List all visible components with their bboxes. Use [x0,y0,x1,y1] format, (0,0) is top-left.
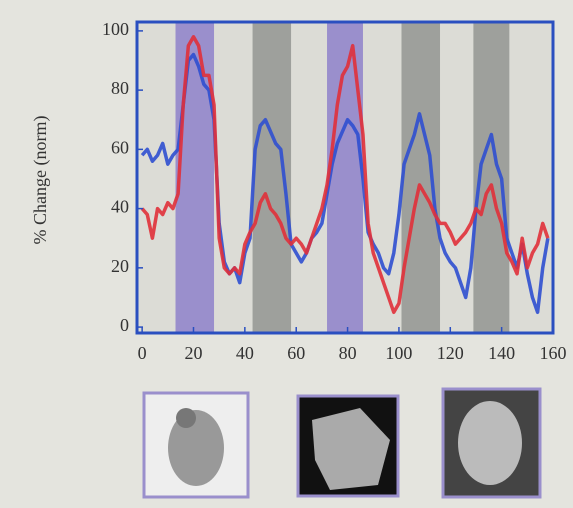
y-tick-label: 100 [102,19,129,39]
teddy-ear [176,408,196,428]
x-tick-label: 160 [540,343,567,363]
face-shape [458,401,522,485]
x-tick-label: 60 [287,343,305,363]
plot-frame [135,20,555,335]
x-tick-label: 100 [385,343,412,363]
plot-area [140,22,550,333]
stimulus-block [401,22,441,333]
stimulus-block [175,22,215,333]
y-tick-label: 20 [111,256,129,276]
object-shape [312,408,390,490]
y-tick-label: 60 [111,137,129,157]
y-tick-label: 40 [111,197,129,217]
x-tick-label: 20 [184,343,202,363]
teddy-shape [168,410,224,486]
x-tick-label: 0 [138,343,147,363]
series-line [140,35,550,315]
x-tick-label: 80 [339,343,357,363]
stimulus-thumbnails [142,387,542,499]
y-tick-label: 80 [111,78,129,98]
series-line [140,52,550,315]
x-tick-label: 40 [236,343,254,363]
x-tick-label: 120 [437,343,464,363]
y-tick-label: 0 [120,315,129,335]
y-axis-label: % Change (norm) [30,116,51,245]
x-tick-label: 140 [488,343,515,363]
